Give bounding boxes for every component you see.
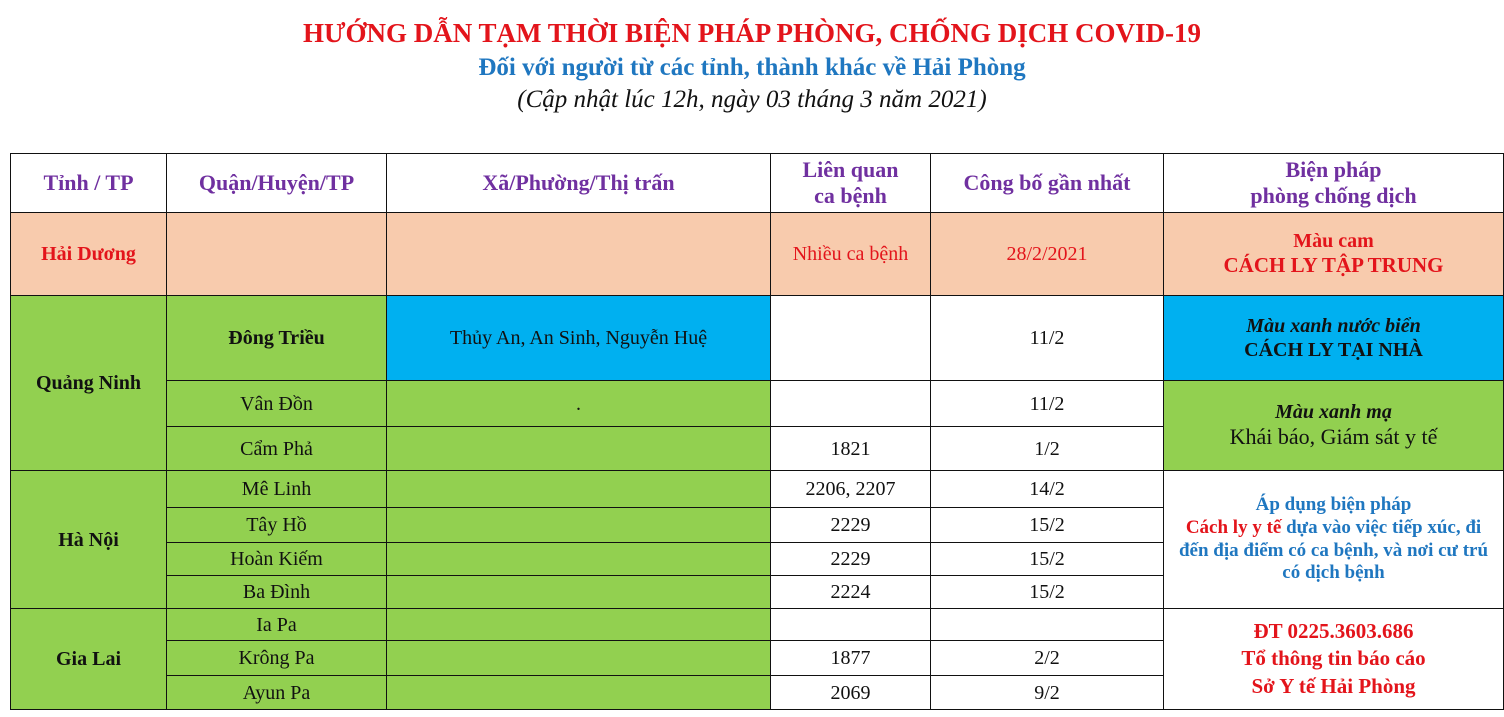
district: Vân Đồn — [166, 380, 387, 427]
measure: Áp dụng biện pháp Cách ly y tế dựa vào vi… — [1163, 470, 1504, 609]
ward — [386, 426, 771, 471]
update-time: (Cập nhật lúc 12h, ngày 03 tháng 3 năm 2… — [517, 86, 987, 113]
table-row: Krông Pa 1877 2/2 — [11, 640, 1504, 676]
date: 28/2/2021 — [930, 212, 1164, 296]
table-row: Hà Nội Mê Linh 2206, 2207 14/2 Áp dụng b… — [10, 470, 1504, 609]
table-row: Quảng Ninh Đông Triều Thủy An, An Sinh, … — [10, 295, 1504, 471]
district: Mê Linh — [166, 470, 387, 508]
date: 11/2 — [930, 295, 1164, 381]
ward: Thủy An, An Sinh, Nguyễn Huệ — [386, 295, 771, 381]
province: Quảng Ninh — [10, 295, 167, 471]
date: 15/2 — [930, 542, 1164, 576]
col-cases: Liên quan ca bệnh — [770, 153, 931, 213]
table-row: Gia Lai Ia Pa ĐT 0225.3603.686 Tổ thông t… — [10, 608, 1504, 710]
district: Ayun Pa — [166, 675, 387, 710]
col-province: Tỉnh / TP — [10, 153, 167, 213]
cases: 2229 — [770, 507, 931, 543]
district: Tây Hồ — [166, 507, 387, 543]
table-row: Hải Dương Nhiều ca bệnh 28/2/2021 Màu ca… — [10, 212, 1504, 296]
date: 14/2 — [930, 470, 1164, 508]
province: Hải Dương — [10, 212, 167, 296]
cases: 2224 — [770, 575, 931, 609]
district: Krông Pa — [166, 640, 387, 676]
cases: 1877 — [770, 640, 931, 676]
col-ward: Xã/Phường/Thị trấn — [386, 153, 771, 213]
cases: Nhiều ca bệnh — [770, 212, 931, 296]
col-district: Quận/Huyện/TP — [166, 153, 387, 213]
date: 11/2 — [930, 380, 1164, 427]
district: Cẩm Phả — [166, 426, 387, 471]
date: 2/2 — [930, 640, 1164, 676]
measure: Màu xanh nước biển CÁCH LY TẠI NHÀ — [1163, 295, 1504, 381]
col-date: Công bố gần nhất — [930, 153, 1164, 213]
cases — [770, 295, 931, 381]
page-subtitle: Đối với người từ các tỉnh, thành khác về… — [478, 54, 1026, 81]
cases — [770, 380, 931, 427]
date: 15/2 — [930, 575, 1164, 609]
table-header-row: Tỉnh / TP Quận/Huyện/TP Xã/Phường/Thị tr… — [10, 153, 1504, 213]
contact-info: ĐT 0225.3603.686 Tổ thông tin báo cáo Sở Y… — [1163, 608, 1504, 710]
province: Hà Nội — [10, 470, 167, 609]
cases — [770, 608, 931, 641]
ward: . — [386, 380, 771, 427]
district: Đông Triều — [166, 295, 387, 381]
district: Ba Đình — [166, 575, 387, 609]
table-row: Ba Đình 2224 15/2 — [11, 575, 1504, 609]
date: 15/2 — [930, 507, 1164, 543]
date: 9/2 — [930, 675, 1164, 710]
date — [930, 608, 1164, 641]
date: 1/2 — [930, 426, 1164, 471]
table-row: Ayun Pa 2069 9/2 — [11, 675, 1504, 710]
cases: 1821 — [770, 426, 931, 471]
district: Hoàn Kiếm — [166, 542, 387, 576]
page-title: HƯỚNG DẪN TẠM THỜI BIỆN PHÁP PHÒNG, CHỐN… — [302, 18, 1202, 48]
district: Ia Pa — [166, 608, 387, 641]
table-row: Tây Hồ 2229 15/2 — [11, 507, 1504, 543]
table-row: Cẩm Phả 1821 1/2 — [11, 426, 1504, 471]
col-measure: Biện pháp phòng chống dịch — [1163, 153, 1504, 213]
measure: Màu xanh mạ Khái báo, Giám sát y tế — [1163, 380, 1504, 471]
guidance-table: Tỉnh / TP Quận/Huyện/TP Xã/Phường/Thị tr… — [10, 153, 1504, 710]
province: Gia Lai — [10, 608, 167, 710]
cases: 2069 — [770, 675, 931, 710]
cases: 2206, 2207 — [770, 470, 931, 508]
measure: Màu cam CÁCH LY TẬP TRUNG — [1163, 212, 1504, 296]
table-row: Hoàn Kiếm 2229 15/2 — [11, 542, 1504, 576]
table-row: Vân Đồn . 11/2 Màu xanh mạ Khái báo, Giám… — [11, 380, 1504, 471]
cases: 2229 — [770, 542, 931, 576]
